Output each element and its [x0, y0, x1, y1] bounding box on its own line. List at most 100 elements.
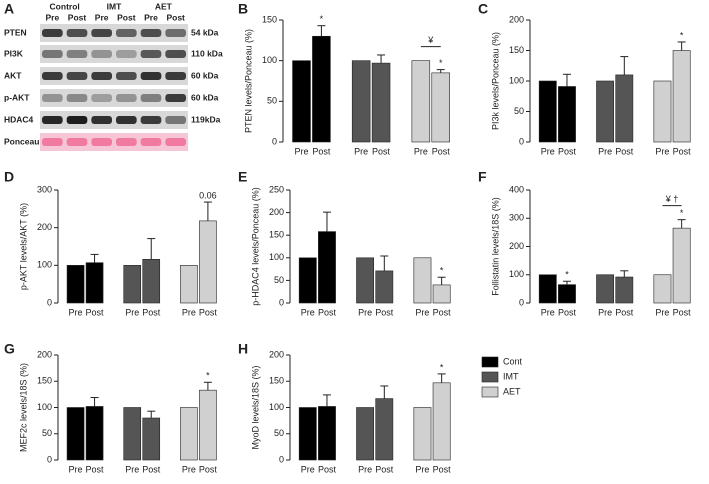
blot-protein: PTEN [4, 27, 27, 37]
y-tick-label: 200 [509, 241, 524, 251]
bar [142, 417, 161, 461]
blot-band [42, 50, 63, 58]
bar [653, 80, 672, 143]
blot-band [66, 72, 88, 80]
y-tick-label: 200 [37, 222, 52, 232]
blot-band [66, 138, 88, 146]
blot-strip [40, 45, 188, 63]
blot-band [116, 50, 137, 58]
blot-band [66, 29, 88, 37]
x-tick-label: Pre [541, 307, 555, 317]
y-axis-label: p-HDAC4 levels/Ponceau (%) [250, 187, 260, 306]
blot-band [66, 50, 88, 58]
x-tick-label: Post [142, 464, 161, 474]
bar [298, 257, 317, 304]
panel-label: F [478, 169, 487, 185]
y-tick-label: 150 [37, 376, 52, 386]
x-tick-label: Pre [415, 464, 429, 474]
annotation: * [680, 30, 684, 40]
y-tick-label: 0 [279, 297, 284, 307]
x-tick-label: Pre [182, 307, 196, 317]
y-tick-label: 100 [269, 252, 284, 262]
blot-band [165, 72, 186, 80]
y-tick-label: 100 [509, 269, 524, 279]
legend-label: IMT [503, 371, 519, 381]
bar [615, 276, 634, 304]
x-tick-label: Pre [301, 307, 315, 317]
y-axis-label: MEF2c levels/18S (%) [18, 363, 28, 452]
annotation: * [680, 208, 684, 218]
blot-band [42, 94, 63, 102]
x-tick-label: Post [375, 307, 394, 317]
x-tick-label: Post [86, 464, 105, 474]
bar [375, 398, 394, 461]
blot-group: AET [155, 1, 173, 11]
blot-strip [40, 67, 188, 85]
bar [432, 284, 451, 304]
x-tick-label: Post [86, 307, 105, 317]
x-tick-label: Post [558, 307, 577, 317]
blot-band [116, 29, 137, 37]
x-tick-label: Post [375, 464, 394, 474]
blot-band [42, 138, 63, 146]
blot-band [165, 29, 186, 37]
x-tick-label: Pre [655, 307, 669, 317]
y-tick-label: 150 [509, 45, 524, 55]
x-tick-label: Post [312, 146, 331, 156]
panel-label: G [4, 341, 15, 357]
blot-band [42, 116, 63, 124]
bar [375, 270, 394, 304]
blot-band [116, 72, 137, 80]
x-tick-label: Pre [415, 307, 429, 317]
blot-protein: p-AKT [4, 92, 30, 102]
blot-band [165, 116, 186, 124]
blot-band [140, 72, 162, 80]
x-tick-label: Post [199, 464, 218, 474]
y-tick-label: 250 [269, 184, 284, 194]
y-axis-label: Follistatin levels/18S (%) [490, 197, 500, 296]
x-tick-label: Pre [598, 146, 612, 156]
y-tick-label: 0 [47, 297, 52, 307]
bar [371, 62, 391, 143]
x-tick-label: Pre [294, 146, 308, 156]
x-tick-label: Pre [125, 307, 139, 317]
bar [538, 274, 557, 304]
bar [431, 72, 450, 143]
bar [432, 382, 451, 461]
x-tick-label: Post [615, 307, 634, 317]
y-tick-label: 100 [37, 402, 52, 412]
legend-label: Cont [503, 356, 523, 366]
blot-band [165, 94, 186, 102]
y-tick-label: 150 [269, 230, 284, 240]
blot-strip [40, 89, 188, 107]
blot-condition: Post [117, 12, 136, 22]
x-tick-label: Post [372, 146, 391, 156]
y-tick-label: 50 [274, 275, 284, 285]
bar [615, 74, 634, 143]
bar [85, 406, 104, 461]
y-tick-label: 100 [262, 55, 277, 65]
blot-protein: Ponceau [4, 136, 39, 146]
y-axis-label: p-AKT levels/AKT (%) [18, 203, 28, 290]
y-tick-label: 0 [279, 454, 284, 464]
y-tick-label: 100 [509, 75, 524, 85]
blot-strip [40, 133, 188, 151]
bar [318, 406, 336, 461]
blot-size: 119kDa [191, 114, 221, 124]
legend-swatch [481, 386, 499, 398]
panel-label: A [4, 1, 14, 17]
blot-band [116, 138, 137, 146]
bar [351, 60, 371, 143]
bar [356, 407, 375, 461]
bar [413, 407, 432, 461]
bar [558, 284, 576, 304]
x-tick-label: Post [433, 307, 452, 317]
y-tick-label: 300 [37, 184, 52, 194]
blot-protein: HDAC4 [4, 114, 34, 124]
x-tick-label: Pre [358, 307, 372, 317]
y-axis-label: MyoD levels/18S (%) [250, 365, 260, 449]
y-axis-label: PTEN levels/Ponceau (%) [243, 29, 253, 133]
blot-group: Control [50, 1, 80, 11]
bar [558, 86, 576, 143]
y-tick-label: 200 [37, 349, 52, 359]
